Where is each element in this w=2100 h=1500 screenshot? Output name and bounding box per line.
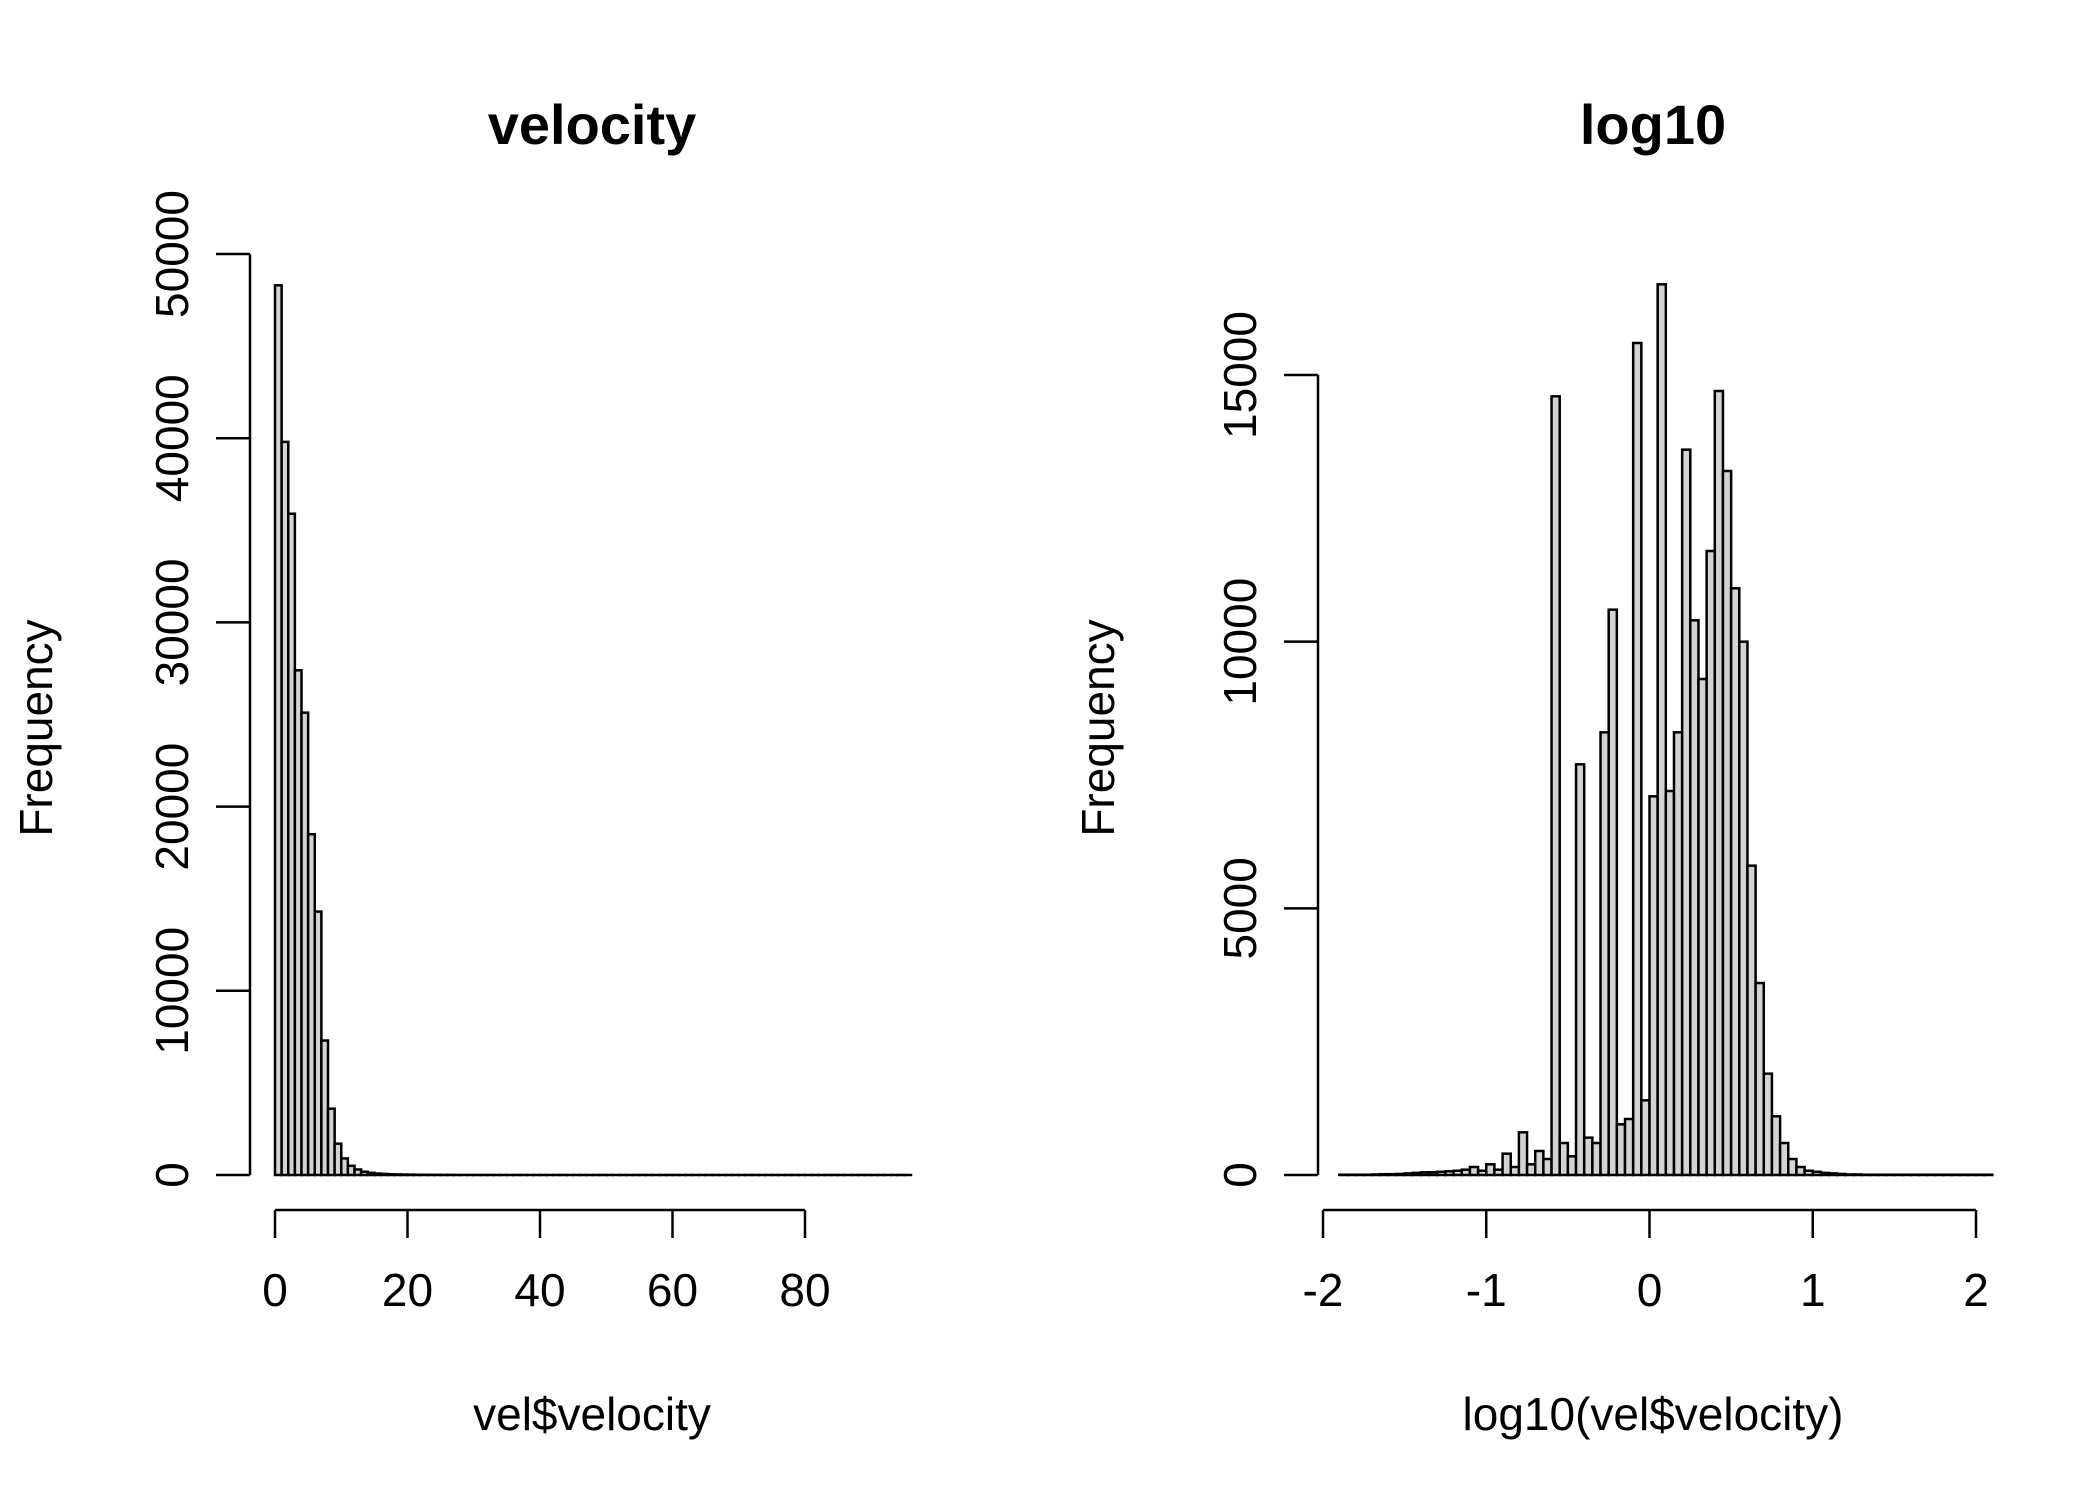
velocity-y-axis: 0 10000 20000 30000 40000 50000 <box>146 190 252 1188</box>
log10-y-tick-label: 15000 <box>1214 311 1266 439</box>
log10-x-tick-label: 1 <box>1800 1264 1826 1316</box>
velocity-y-axis-title: Frequency <box>10 619 62 836</box>
velocity-histogram-panel: velocity vel$velocity Frequency 0 20 40 60 8… <box>10 93 913 1440</box>
log10-x-tick-label: -2 <box>1303 1264 1344 1316</box>
velocity-x-tick-label: 0 <box>262 1264 288 1316</box>
log10-bar <box>1501 1152 1512 1177</box>
velocity-y-tick-label: 30000 <box>146 558 198 686</box>
log10-y-tick-label: 5000 <box>1214 857 1266 959</box>
velocity-y-tick-label: 40000 <box>146 374 198 502</box>
log10-x-axis: -2 -1 0 1 2 <box>1303 1208 1989 1316</box>
log10-bar <box>1550 395 1561 1177</box>
velocity-y-tick-label: 50000 <box>146 190 198 318</box>
velocity-x-axis-title: vel$velocity <box>473 1388 711 1440</box>
velocity-x-tick-label: 20 <box>382 1264 433 1316</box>
log10-y-tick-label: 10000 <box>1214 578 1266 706</box>
log10-bar <box>1574 763 1586 1177</box>
log10-x-tick-label: -1 <box>1466 1264 1507 1316</box>
log10-bars <box>1338 283 1994 1177</box>
velocity-chart-title: velocity <box>488 93 697 156</box>
velocity-x-axis: 0 20 40 60 80 <box>262 1208 831 1316</box>
velocity-bars <box>273 284 913 1177</box>
log10-x-tick-label: 0 <box>1637 1264 1663 1316</box>
log10-y-axis: 0 5000 10000 15000 <box>1214 311 1320 1188</box>
velocity-y-tick-label: 20000 <box>146 743 198 871</box>
velocity-bar <box>326 1107 336 1177</box>
log10-histogram-panel: log10 log10(vel$velocity) Frequency -2 -1… <box>1072 93 1994 1440</box>
log10-bar <box>1607 608 1619 1177</box>
velocity-y-tick-label: 0 <box>146 1162 198 1188</box>
log10-bar <box>1656 283 1668 1177</box>
log10-bar <box>1517 1131 1529 1177</box>
log10-bar <box>1631 341 1643 1177</box>
velocity-x-tick-label: 80 <box>779 1264 830 1316</box>
velocity-x-tick-label: 40 <box>514 1264 565 1316</box>
log10-y-axis-title: Frequency <box>1072 619 1124 836</box>
velocity-x-tick-label: 60 <box>647 1264 698 1316</box>
log10-x-tick-label: 2 <box>1963 1264 1989 1316</box>
velocity-y-tick-label: 10000 <box>146 927 198 1055</box>
log10-y-tick-label: 0 <box>1214 1162 1266 1188</box>
log10-x-axis-title: log10(vel$velocity) <box>1463 1388 1844 1440</box>
log10-chart-title: log10 <box>1580 93 1726 156</box>
